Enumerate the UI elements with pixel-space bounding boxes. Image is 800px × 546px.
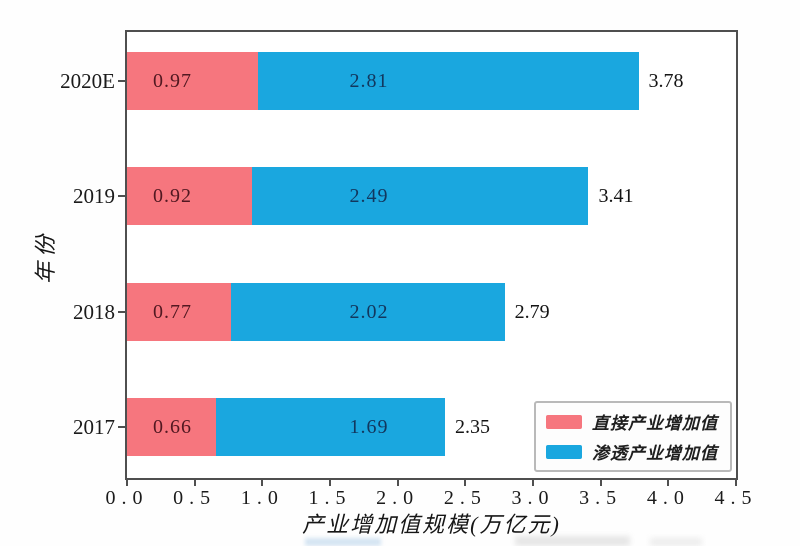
y-tick-label: 2018 xyxy=(73,299,115,324)
legend-swatch-direct-icon xyxy=(546,414,582,429)
x-axis-title: 产业增加值规模(万亿元) xyxy=(302,512,561,537)
x-tick-mark xyxy=(126,480,128,486)
watermark-smudge xyxy=(515,536,630,546)
x-tick-label: 0.5 xyxy=(173,487,217,509)
x-tick-label: 2.0 xyxy=(376,487,420,509)
x-tick-label: 4.5 xyxy=(714,487,758,509)
x-tick-label: 0.0 xyxy=(105,487,149,509)
bar-total-label: 2.35 xyxy=(455,415,491,438)
watermark-smudge xyxy=(305,538,381,546)
bar-segment-penetration xyxy=(231,282,505,341)
x-tick-label: 1.0 xyxy=(240,487,284,509)
x-tick-label: 4.0 xyxy=(646,487,690,509)
bar-value-label: 2.02 xyxy=(349,300,389,323)
x-tick-mark xyxy=(193,480,196,486)
y-tick-mark xyxy=(118,195,125,198)
bar-total-label: 3.41 xyxy=(598,185,634,208)
x-tick-label: 3.0 xyxy=(511,487,555,509)
x-tick-label: 3.5 xyxy=(579,487,623,509)
bar-value-label: 2.49 xyxy=(349,185,389,208)
y-tick-mark xyxy=(118,310,125,313)
x-tick-mark xyxy=(599,480,602,486)
y-tick-mark xyxy=(118,425,125,428)
bar-segment-penetration xyxy=(216,397,446,456)
bar-value-label: 1.69 xyxy=(349,415,389,438)
x-tick-label: 1.5 xyxy=(308,487,352,509)
legend-item-penetration: 渗透产业增加值 xyxy=(546,439,718,464)
bar-segment-direct xyxy=(127,397,217,456)
bar-segment-direct xyxy=(127,282,232,341)
legend-label-penetration: 渗透产业增加值 xyxy=(592,444,718,463)
y-tick-label: 2017 xyxy=(73,414,115,439)
bar-total-label: 3.78 xyxy=(648,70,684,92)
bar-segment-penetration xyxy=(258,52,639,110)
bar-segment-direct xyxy=(127,167,252,226)
x-tick-mark xyxy=(261,480,264,486)
x-tick-label: 2.5 xyxy=(443,487,487,509)
x-tick-mark xyxy=(329,480,331,486)
legend-swatch-penetration-icon xyxy=(546,444,582,459)
x-tick-mark xyxy=(396,480,399,486)
y-tick-label: 2019 xyxy=(73,184,115,209)
legend: 直接产业增加值 渗透产业增加值 xyxy=(534,401,732,472)
legend-label-direct: 直接产业增加值 xyxy=(592,414,718,433)
bar-segment-penetration xyxy=(251,167,589,226)
plot-area: 直接产业增加值 渗透产业增加值 0.97 2.81 3.78 0.92 2.49 3.41… xyxy=(125,30,738,480)
x-tick-mark xyxy=(667,480,670,486)
legend-item-direct: 直接产业增加值 xyxy=(546,409,718,434)
bar-value-label: 0.97 xyxy=(153,70,192,92)
bar-value-label: 0.77 xyxy=(153,300,192,323)
x-tick-mark xyxy=(735,480,737,486)
bar-value-label: 0.92 xyxy=(153,185,192,208)
x-tick-mark xyxy=(464,480,467,486)
y-tick-label: 2020E xyxy=(60,69,115,93)
watermark-smudge xyxy=(650,538,702,546)
bar-value-label: 0.66 xyxy=(153,415,192,438)
y-axis-title: 年份 xyxy=(33,230,58,285)
y-tick-mark xyxy=(118,80,125,82)
bar-segment-direct xyxy=(127,52,259,110)
bar-value-label: 2.81 xyxy=(349,70,389,92)
bar-total-label: 2.79 xyxy=(514,300,550,323)
x-tick-mark xyxy=(532,480,534,486)
